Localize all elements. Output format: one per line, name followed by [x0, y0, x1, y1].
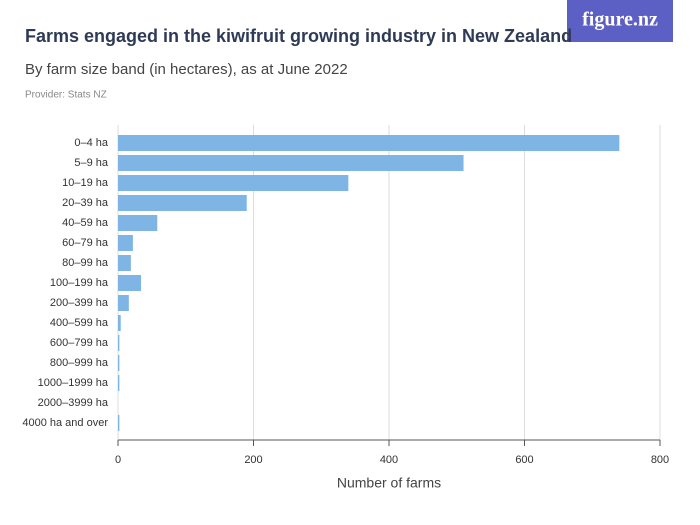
bar	[118, 375, 120, 391]
bar	[118, 335, 120, 351]
x-tick-label: 200	[244, 454, 262, 466]
bar	[118, 135, 620, 151]
y-tick-label: 40–59 ha	[62, 217, 109, 229]
y-tick-label: 800–999 ha	[50, 357, 109, 369]
y-tick-label: 1000–1999 ha	[38, 377, 109, 389]
bar	[118, 235, 133, 251]
y-tick-label: 0–4 ha	[74, 137, 109, 149]
chart-subtitle: By farm size band (in hectares), as at J…	[25, 61, 348, 78]
y-tick-label: 4000 ha and over	[22, 417, 108, 429]
provider: Provider: Stats NZ	[25, 90, 107, 101]
y-tick-label: 60–79 ha	[62, 237, 109, 249]
y-tick-label: 5–9 ha	[74, 157, 109, 169]
chart-title: Farms engaged in the kiwifruit growing i…	[25, 26, 572, 46]
x-tick-label: 600	[515, 454, 533, 466]
bar	[118, 415, 120, 431]
x-axis-label: Number of farms	[337, 475, 441, 491]
x-tick-label: 800	[651, 454, 669, 466]
bar	[118, 215, 158, 231]
bar	[118, 255, 131, 271]
logo: figure.nz	[582, 9, 658, 31]
y-tick-label: 2000–3999 ha	[38, 397, 109, 409]
y-tick-label: 10–19 ha	[62, 177, 109, 189]
bar	[118, 175, 349, 191]
y-tick-label: 20–39 ha	[62, 197, 109, 209]
bar	[118, 355, 120, 371]
logo-box	[567, 0, 673, 42]
x-tick-label: 400	[380, 454, 398, 466]
bar	[118, 275, 142, 291]
x-tick-label: 0	[115, 454, 121, 466]
y-tick-label: 200–399 ha	[50, 297, 109, 309]
y-tick-label: 100–199 ha	[50, 277, 109, 289]
bar	[118, 155, 464, 171]
bar	[118, 195, 247, 211]
y-tick-label: 600–799 ha	[50, 337, 109, 349]
y-tick-label: 400–599 ha	[50, 317, 109, 329]
bar	[118, 315, 121, 331]
y-tick-label: 80–99 ha	[62, 257, 109, 269]
bar	[118, 295, 129, 311]
